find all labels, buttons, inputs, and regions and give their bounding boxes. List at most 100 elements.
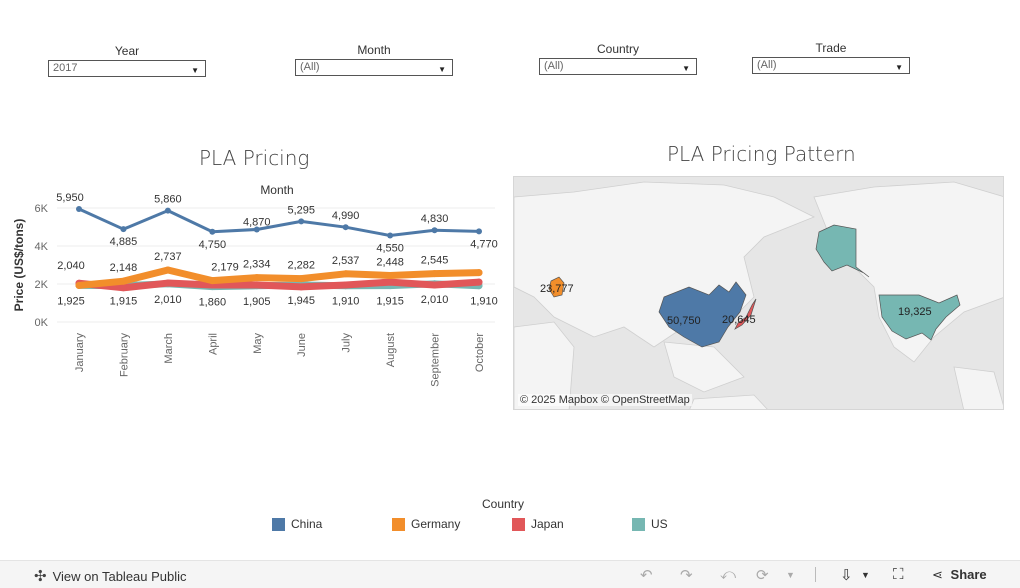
filter-label: Month — [357, 43, 391, 57]
data-label: 4,830 — [421, 213, 449, 225]
australia-land — [689, 394, 768, 409]
x-tick-label: April — [207, 333, 219, 355]
legend-title: Country — [482, 497, 525, 511]
x-tick-label: May — [252, 333, 264, 354]
data-label: 2,545 — [421, 255, 449, 267]
japan-region[interactable] — [734, 298, 757, 330]
caret-down-icon: ▼ — [438, 65, 446, 74]
legend-label: US — [651, 517, 668, 531]
data-point — [208, 277, 216, 285]
data-point — [209, 228, 216, 235]
data-point — [298, 218, 305, 225]
data-label: 2,010 — [154, 294, 182, 306]
alaska-region[interactable] — [815, 224, 870, 278]
y-tick-label: 4K — [35, 241, 49, 253]
series-line-japan — [75, 278, 483, 292]
data-label: 2,010 — [421, 294, 449, 306]
data-point — [253, 226, 260, 233]
x-tick-label: February — [118, 333, 130, 378]
x-axis-title: Month — [260, 183, 293, 197]
undo-icon[interactable]: ↶ — [640, 567, 653, 584]
data-label: 1,910 — [470, 296, 498, 308]
germany-region[interactable] — [548, 276, 565, 298]
data-label: 4,870 — [243, 216, 271, 228]
germany-value: 23,777 — [540, 283, 574, 295]
month-dropdown[interactable]: (All) ▼ — [295, 59, 453, 76]
refresh-menu-chevron-down-icon[interactable]: ▼ — [786, 570, 795, 580]
filter-label: Year — [114, 44, 140, 58]
sea-asia-land — [663, 341, 745, 393]
filter-label: Trade — [815, 41, 847, 55]
us-value: 19,325 — [898, 306, 932, 318]
legend-swatch — [392, 517, 405, 531]
year-dropdown[interactable]: 2017 ▼ — [48, 60, 206, 77]
data-label: 4,885 — [110, 236, 138, 248]
redo-icon[interactable]: ↷ — [680, 567, 693, 584]
filter-country: Country (All) ▼ — [539, 42, 697, 75]
country-dropdown[interactable]: (All) ▼ — [539, 58, 697, 75]
series-line-germany — [75, 266, 483, 289]
download-icon[interactable]: ⇩ — [840, 567, 853, 584]
view-on-tableau-link[interactable]: ✣ View on Tableau Public — [34, 567, 187, 585]
legend-item-us[interactable]: US — [632, 517, 668, 531]
filter-trade: Trade (All) ▼ — [752, 41, 910, 74]
data-point — [119, 284, 127, 292]
pla-pricing-map[interactable]: 23,777 50,750 20,645 19,325 © 2025 Mapbo… — [513, 176, 1004, 410]
dropdown-value: (All) — [757, 59, 777, 71]
data-point — [164, 279, 172, 287]
y-axis-title: Price (US$/tons) — [12, 219, 26, 312]
map-attribution[interactable]: © 2025 Mapbox © OpenStreetMap — [518, 394, 692, 406]
data-point — [75, 281, 83, 289]
caret-down-icon: ▼ — [682, 64, 690, 73]
us-region[interactable] — [878, 294, 961, 341]
data-point — [387, 232, 394, 239]
legend-label: Japan — [531, 517, 564, 531]
share-label: Share — [950, 567, 987, 582]
china-region[interactable] — [658, 281, 747, 348]
data-label: 1,860 — [199, 297, 227, 309]
data-label: 1,945 — [287, 295, 315, 307]
download-menu-chevron-down-icon[interactable]: ▼ — [861, 570, 870, 580]
data-label: 2,537 — [332, 255, 360, 267]
x-tick-label: June — [296, 333, 308, 357]
x-tick-label: January — [74, 333, 86, 373]
data-point — [476, 228, 482, 235]
trade-dropdown[interactable]: (All) ▼ — [752, 57, 910, 74]
y-tick-label: 0K — [35, 317, 49, 329]
caret-down-icon: ▼ — [191, 66, 199, 75]
line-chart-title: PLA Pricing — [199, 146, 310, 170]
y-tick-label: 6K — [35, 203, 49, 215]
data-label: 1,910 — [332, 296, 360, 308]
refresh-icon[interactable]: ⟳ — [756, 567, 769, 584]
legend-item-japan[interactable]: Japan — [512, 517, 564, 531]
data-label: 5,950 — [56, 192, 84, 204]
legend-label: China — [291, 517, 323, 531]
data-label: 4,990 — [332, 210, 360, 222]
y-tick-label: 2K — [35, 279, 49, 291]
data-point — [386, 278, 394, 286]
data-point — [342, 270, 350, 278]
legend-item-germany[interactable]: Germany — [392, 517, 460, 531]
data-point — [120, 226, 127, 233]
legend-swatch — [632, 517, 645, 531]
data-label: 2,148 — [110, 262, 138, 274]
data-point — [386, 271, 394, 279]
data-point — [342, 281, 350, 289]
share-button[interactable]: ⋖ Share — [932, 567, 987, 583]
dropdown-value: 2017 — [53, 62, 78, 74]
filter-month: Month (All) ▼ — [295, 43, 453, 76]
legend-item-china[interactable]: China — [272, 517, 322, 531]
revert-icon[interactable]: ⤺ — [720, 566, 737, 583]
pla-pricing-line-chart[interactable]: Month Price (US$/tons) 0K 2K 4K 6K January Febr… — [0, 170, 505, 405]
china-value: 50,750 — [667, 315, 701, 327]
data-label: 2,179 — [211, 262, 239, 274]
filter-label: Country — [596, 42, 640, 56]
north-america-land — [813, 181, 1003, 363]
data-point — [342, 224, 349, 231]
data-point — [253, 274, 261, 282]
eurasia-land — [514, 181, 815, 348]
fullscreen-icon[interactable]: ⛶ — [893, 566, 904, 583]
share-icon: ⋖ — [932, 567, 943, 582]
data-point — [253, 281, 261, 289]
data-label: 1,905 — [243, 296, 271, 308]
